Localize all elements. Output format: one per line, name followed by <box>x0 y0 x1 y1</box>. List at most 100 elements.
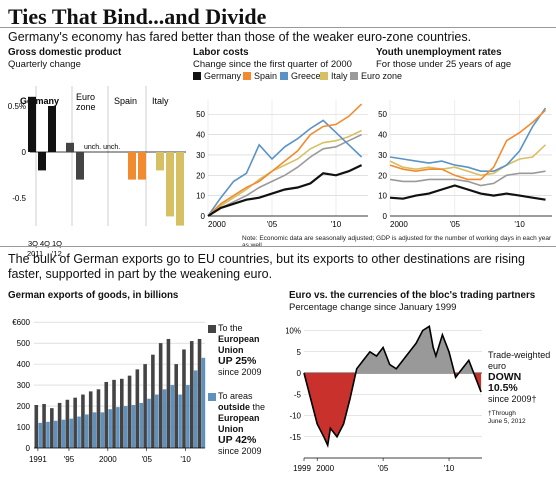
series-line-greece <box>389 107 547 172</box>
exports-ann2-the: the <box>252 402 266 412</box>
ytick-label: 50 <box>378 110 387 119</box>
gdp-xlabel-2011: 2011 <box>27 249 43 258</box>
top-divider <box>0 27 556 28</box>
exports-xtick-label: '05 <box>141 455 152 464</box>
labor-title: Labor costs <box>193 47 249 58</box>
ytick-label: 30 <box>196 151 205 160</box>
legend-swatch-italy <box>320 72 328 80</box>
gdp-ytick: -0.5 <box>12 194 26 203</box>
exports-ann2-up: UP 42% <box>218 434 257 446</box>
youth-subtitle: For those under 25 years of age <box>376 59 512 70</box>
ytick-label: 10 <box>378 192 387 201</box>
exports-bar-noneu <box>193 370 198 448</box>
exports-ytick: 500 <box>17 339 31 348</box>
euro-line <box>303 324 482 449</box>
xtick-label: 2000 <box>390 220 408 229</box>
middle-divider <box>0 246 556 247</box>
exports-ann2-pre: To areas <box>218 391 253 401</box>
euro-ann-down: DOWN <box>488 371 522 383</box>
exports-ann1-bold: European Union <box>218 334 260 355</box>
legend-label-germany: Germany <box>204 71 242 81</box>
series-line-italy <box>207 129 362 217</box>
euro-ytick: -5 <box>294 390 302 399</box>
exports-ann2-eu: European Union <box>218 413 260 434</box>
gdp-marks <box>28 96 186 226</box>
exports-bar-eu <box>57 402 62 448</box>
xtick-label: '05 <box>267 220 278 229</box>
euro-xtick-label: 2000 <box>316 464 334 473</box>
legend-greece: Greece <box>280 71 321 81</box>
euro-chart: 10% 5 0 -5 -10 -15 1999 2000 '05 '10 <box>286 324 482 473</box>
euro-ann-pct: 10.5% <box>488 382 518 394</box>
gdp-bar <box>66 142 74 152</box>
gdp-chart: Germany Euro zone Spain Italy unch. unch… <box>8 86 186 258</box>
exports-ann1-pre: To the <box>218 323 243 333</box>
exports-bar-eu <box>166 338 171 448</box>
euro-ytick: 5 <box>297 348 302 357</box>
ytick-label: 40 <box>196 131 205 140</box>
ytick-label: 10 <box>196 192 205 201</box>
exports-bar-eu <box>189 341 194 448</box>
series-line-spain <box>207 103 363 217</box>
euro-area-positive <box>355 326 455 373</box>
exports-bar-noneu <box>131 405 136 448</box>
exports-bar-eu <box>88 391 93 448</box>
gdp-header: Gross domestic product Quarterly change <box>8 47 121 71</box>
exports-bar-noneu <box>162 389 167 448</box>
xtick-label: '10 <box>514 220 525 229</box>
exports-bar-noneu <box>178 394 182 448</box>
exports-bar-eu <box>50 408 54 448</box>
gdp-col-eurozone: Euro zone <box>76 92 98 112</box>
euro-ytick: -10 <box>289 412 301 421</box>
gdp-bar <box>128 152 136 180</box>
series-line-greece <box>207 119 363 217</box>
exports-ytick: 100 <box>17 423 31 432</box>
exports-swatch-eu <box>208 325 216 333</box>
youth-title: Youth unemployment rates <box>376 47 502 58</box>
gdp-ytick: 0.5% <box>8 102 26 111</box>
series-line-germany <box>389 184 546 201</box>
gdp-subtitle: Quarterly change <box>8 59 81 70</box>
series-line-germany <box>207 164 363 217</box>
legend-swatch-spain <box>243 72 251 80</box>
gdp-bar <box>176 152 184 226</box>
legend-label-eurozone: Euro zone <box>361 71 403 81</box>
labor-subtitle: Change since the first quarter of 2000 <box>193 59 352 70</box>
gdp-bar <box>156 152 164 171</box>
legend-italy: Italy <box>320 71 348 81</box>
youth-header: Youth unemployment rates For those under… <box>376 47 511 71</box>
exports-ann1-since: since 2009 <box>218 367 262 377</box>
legend-swatch-germany <box>193 72 201 80</box>
ytick-label: 30 <box>378 151 387 160</box>
exports-ytick: 400 <box>17 360 31 369</box>
legend-label-spain: Spain <box>254 71 278 81</box>
gdp-ytick: 0 <box>22 148 27 157</box>
exports-bar-noneu <box>77 416 81 448</box>
series-line-spain <box>389 109 547 181</box>
exports-bar-noneu <box>139 402 144 448</box>
exports-bar-eu <box>182 349 186 448</box>
exports-bar-noneu <box>170 385 175 448</box>
xtick-label: 2000 <box>208 220 226 229</box>
ytick-label: 50 <box>196 110 205 119</box>
exports-bar-eu <box>151 354 155 448</box>
euro-ann-since: since 2009† <box>488 394 537 404</box>
euro-title: Euro vs. the currencies of the bloc's tr… <box>289 290 536 301</box>
exports-header: German exports of goods, in billions <box>8 290 178 302</box>
exports-annot-eu-text: To the European Union UP 25% since 2009 <box>208 323 262 378</box>
labor-chart: 0 10 20 30 40 50 2000 '05 '10 <box>196 100 368 229</box>
exports-annot-noneu-text: To areas outside the European Union UP 42… <box>208 391 265 457</box>
legend-eurozone: Euro zone <box>350 71 402 81</box>
exports-bar-eu <box>81 394 85 448</box>
exports-bar-noneu <box>38 422 42 448</box>
exports-ytick: 300 <box>17 381 31 390</box>
legend-swatch-eurozone <box>350 72 358 80</box>
euro-annot: Trade-weighted euro DOWN 10.5% since 200… <box>488 350 556 405</box>
gdp-xlabel-3q: 3Q <box>28 239 38 248</box>
exports-annot-noneu: To areas outside the European Union UP 42… <box>208 391 265 457</box>
ytick-label: 0 <box>383 212 388 221</box>
exports-bar-noneu <box>69 418 74 448</box>
exports-bar-eu <box>73 397 77 448</box>
legend-spain: Spain <box>243 71 277 81</box>
exports-bar-noneu <box>116 407 120 448</box>
